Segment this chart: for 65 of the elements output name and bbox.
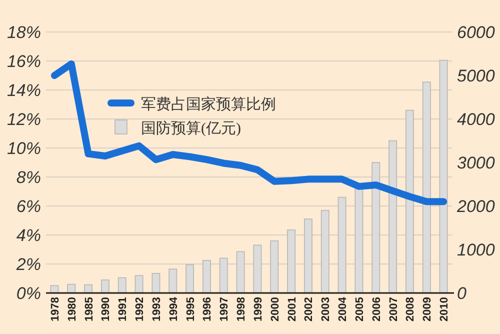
x-tick-label: 1990 [100, 297, 112, 322]
y-tick-label: 10% [6, 139, 41, 158]
y2-tick-label: 2000 [456, 197, 496, 216]
x-tick-label: 2009 [422, 297, 434, 322]
y2-tick-label: 4000 [457, 110, 496, 129]
x-tick-label: 1980 [66, 297, 78, 322]
bar [67, 284, 76, 294]
y-tick-label: 2% [15, 255, 41, 274]
x-tick-label: 2004 [337, 296, 350, 322]
bar [202, 260, 211, 294]
legend-label: 军费占国家预算比例 [141, 96, 276, 113]
y-tick-label: 6% [16, 197, 41, 216]
x-tick-label: 1997 [218, 297, 231, 322]
x-tick-label: 2006 [370, 297, 383, 322]
x-tick-label: 2008 [404, 297, 417, 322]
y-tick-label: 8% [16, 168, 41, 187]
y2-tick-label: 5000 [457, 66, 496, 86]
bar [118, 277, 126, 294]
y2-tick-label: 0 [457, 284, 467, 303]
legend-label: 国防预算(亿元) [141, 120, 241, 137]
y-tick-label: 16% [6, 52, 41, 71]
x-tick-label: 1999 [252, 297, 264, 322]
x-tick-label: 2005 [354, 297, 366, 322]
x-tick-label: 1996 [202, 297, 214, 322]
bar [439, 60, 448, 294]
bar [134, 275, 144, 294]
x-tick-label: 2007 [388, 297, 400, 322]
bar [186, 264, 194, 294]
x-tick-label: 2003 [320, 297, 332, 322]
y-tick-label: 0% [16, 284, 41, 303]
y-tick-label: 14% [6, 81, 41, 100]
x-tick-label: 2000 [269, 297, 282, 322]
bar [84, 284, 92, 294]
bar [236, 251, 245, 294]
y2-tick-label: 1000 [457, 240, 496, 260]
x-tick-label: 2002 [303, 297, 316, 322]
x-tick-label: 1998 [236, 297, 248, 322]
bar [168, 268, 178, 294]
x-tick-label: 1978 [49, 297, 62, 322]
bar [388, 140, 397, 294]
y-tick-label: 12% [6, 110, 41, 129]
x-tick-label: 2001 [286, 297, 298, 322]
x-tick-label: 1992 [134, 297, 146, 322]
bar [422, 82, 431, 294]
bar [219, 258, 228, 294]
x-tick-label: 1994 [168, 296, 180, 322]
bar [406, 110, 414, 294]
bar [270, 240, 279, 294]
x-tick-label: 2010 [438, 297, 451, 322]
bar [287, 230, 296, 294]
y2-tick-label: 3000 [457, 154, 496, 172]
bar [101, 280, 110, 294]
x-tick-label: 1995 [184, 297, 197, 322]
x-tick-label: 1985 [83, 297, 96, 322]
bar [338, 196, 346, 294]
y-tick-label: 4% [16, 226, 41, 245]
bar [372, 162, 380, 294]
bar [304, 218, 312, 294]
x-tick-label: 1991 [117, 297, 130, 322]
bar [152, 273, 160, 294]
x-tick-label: 1993 [150, 297, 163, 322]
y2-tick-label: 6000 [457, 23, 496, 42]
y-tick-label: 18% [6, 23, 41, 42]
bar [253, 244, 262, 294]
bar [320, 210, 330, 294]
